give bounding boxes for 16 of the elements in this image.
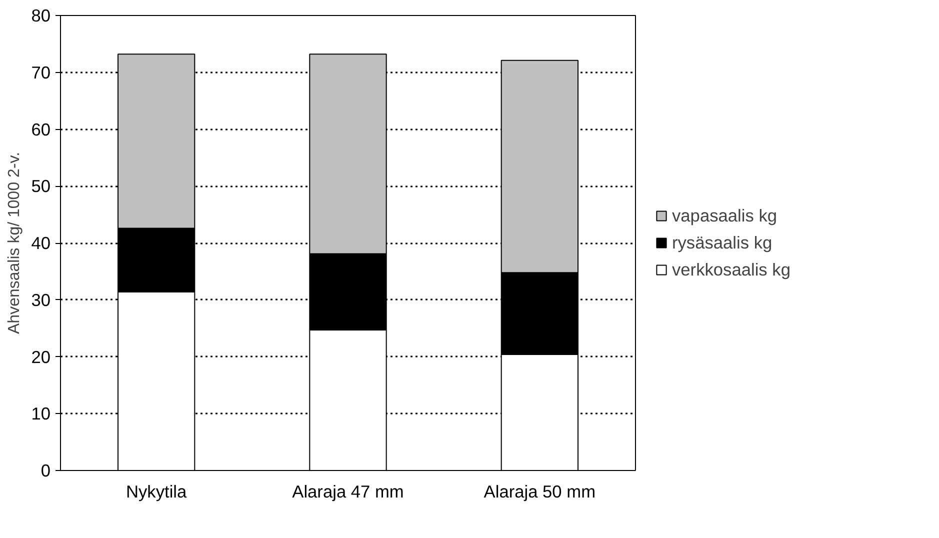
- y-tick-label: 10: [31, 404, 51, 424]
- y-tick-label: 60: [31, 119, 51, 140]
- y-tick-label: 80: [31, 6, 51, 26]
- legend-label: vapasaalis kg: [672, 205, 777, 226]
- legend-label: rysäsaalis kg: [672, 232, 772, 253]
- y-axis-title: Ahvensaalis kg/ 1000 2-v.: [6, 152, 24, 334]
- x-tick-label: Alaraja 47 mm: [292, 482, 404, 502]
- x-tick-label: Nykytila: [126, 482, 188, 502]
- y-tick-label: 20: [31, 346, 51, 367]
- y-tick-label: 30: [31, 290, 51, 310]
- y-tick-label: 0: [40, 460, 51, 480]
- y-tick-label: 70: [31, 62, 51, 82]
- x-tick-label: Alaraja 50 mm: [484, 482, 596, 502]
- y-tick-label: 50: [31, 176, 51, 196]
- y-tick-label: 40: [31, 233, 51, 253]
- legend-label: verkkosaalis kg: [672, 259, 790, 280]
